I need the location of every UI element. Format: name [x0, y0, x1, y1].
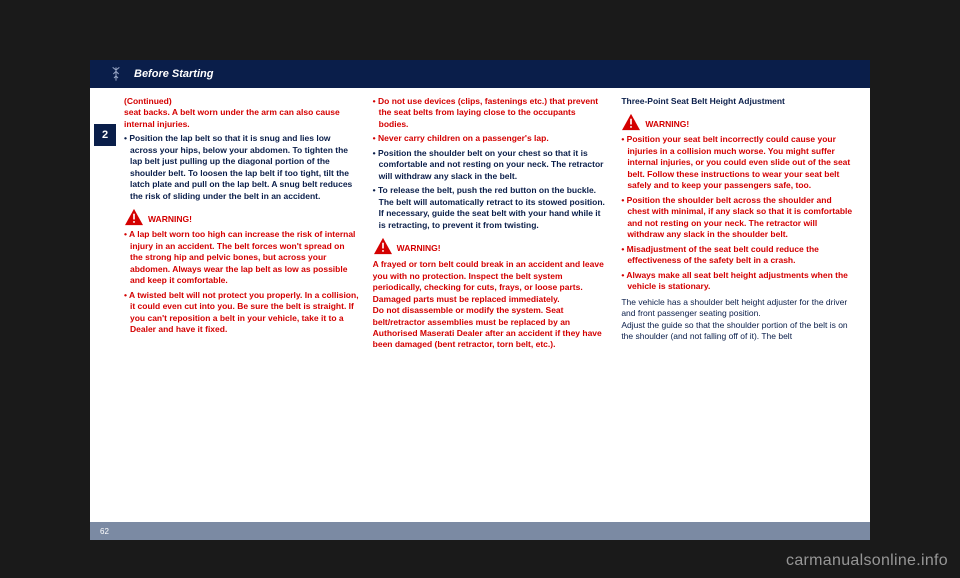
trident-logo — [108, 66, 124, 82]
page-header: Before Starting — [90, 60, 870, 88]
warning-bullet: A lap belt worn too high can increase th… — [124, 229, 359, 286]
warning-label: WARNING! — [645, 119, 689, 130]
warning-label: WARNING! — [397, 243, 441, 254]
chapter-tab: 2 — [94, 124, 116, 146]
warning-bullet: Do not use devices (clips, fastenings et… — [373, 96, 608, 130]
warning-heading: WARNING! — [124, 208, 359, 226]
instruction-bullet: To release the belt, push the red button… — [373, 185, 608, 231]
warning-bullet: Never carry children on a passenger's la… — [373, 133, 608, 144]
page-number: 62 — [100, 527, 109, 536]
warning-heading: WARNING! — [373, 237, 608, 255]
continued-label: (Continued) — [124, 96, 359, 107]
warning-bullet: Position your seat belt incorrectly coul… — [621, 134, 856, 191]
warning-bullet: Position the shoulder belt across the sh… — [621, 195, 856, 241]
body-text: The vehicle has a shoulder belt height a… — [621, 297, 856, 343]
warning-triangle-icon — [124, 208, 144, 226]
warning-text: A frayed or torn belt could break in an … — [373, 259, 608, 351]
page-content: (Continued) seat backs. A belt worn unde… — [124, 96, 856, 518]
page-footer — [90, 522, 870, 540]
section-title: Three-Point Seat Belt Height Adjustment — [621, 96, 856, 107]
watermark-text: carmanualsonline.info — [786, 552, 948, 570]
warning-bullet: Always make all seat belt height adjustm… — [621, 270, 856, 293]
warning-heading: WARNING! — [621, 113, 856, 131]
warning-bullet: A twisted belt will not protect you prop… — [124, 290, 359, 336]
instruction-bullet: Position the shoulder belt on your chest… — [373, 148, 608, 182]
side-tab-strip: 2 — [90, 88, 120, 522]
header-title: Before Starting — [134, 68, 213, 80]
manual-page: Before Starting 2 (Continued) seat backs… — [90, 60, 870, 540]
warning-triangle-icon — [621, 113, 641, 131]
continued-text: seat backs. A belt worn under the arm ca… — [124, 107, 359, 130]
instruction-bullet: Position the lap belt so that it is snug… — [124, 133, 359, 202]
warning-triangle-icon — [373, 237, 393, 255]
warning-bullet: Misadjustment of the seat belt could red… — [621, 244, 856, 267]
warning-label: WARNING! — [148, 214, 192, 225]
